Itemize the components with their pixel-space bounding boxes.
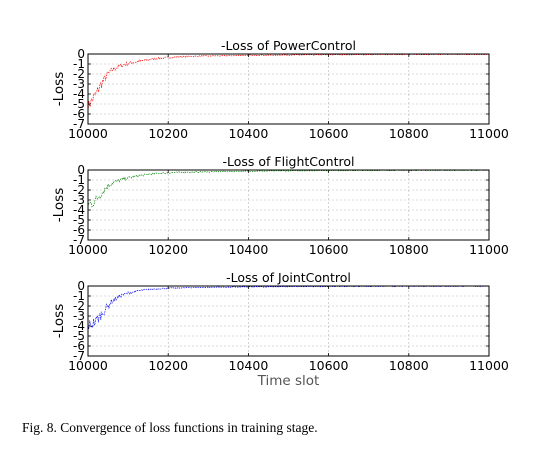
y-tick-label: -1 [73, 57, 85, 71]
x-tick-label: 10200 [148, 126, 188, 141]
y-tick-label: -5 [73, 97, 85, 111]
x-tick-label: 10200 [148, 242, 188, 257]
y-tick-label: 0 [77, 279, 85, 293]
plot-frame [87, 169, 490, 241]
x-tick-label: 11000 [469, 126, 509, 141]
y-tick-label: -7 [73, 117, 85, 131]
panel-title: -Loss of JointControl [226, 270, 351, 285]
x-tick-label: 10000 [68, 126, 108, 141]
x-tick-label: 10600 [309, 358, 349, 373]
y-tick-label: -4 [73, 87, 85, 101]
y-tick-label: -1 [73, 289, 85, 303]
y-tick-label: -1 [73, 173, 85, 187]
y-tick-label: -5 [73, 329, 85, 343]
x-tick-label: 10400 [229, 358, 269, 373]
y-tick-label: -6 [73, 339, 85, 353]
y-tick-label: 0 [77, 163, 85, 177]
y-tick-label: -3 [73, 77, 85, 91]
y-tick-label: -6 [73, 107, 85, 121]
loss-line-1 [87, 53, 489, 113]
y-tick-label: -2 [73, 299, 85, 313]
y-tick-label: -7 [73, 233, 85, 247]
x-axis-label: Time slot [257, 373, 320, 389]
panel-title: -Loss of PowerControl [221, 38, 356, 53]
x-tick-label: 10600 [309, 242, 349, 257]
y-tick-label: -7 [73, 349, 85, 363]
y-tick-label: -5 [73, 213, 85, 227]
panel-title: -Loss of FlightControl [222, 154, 354, 169]
x-tick-label: 10400 [229, 242, 269, 257]
x-tick-label: 11000 [469, 242, 509, 257]
plot-frame [87, 53, 490, 125]
x-tick-label: 10800 [389, 358, 429, 373]
x-tick-label: 10400 [229, 126, 269, 141]
x-tick-label: 11000 [469, 358, 509, 373]
y-tick-label: -2 [73, 67, 85, 81]
x-tick-label: 10600 [309, 126, 349, 141]
figure-caption: Fig. 8. Convergence of loss functions in… [22, 420, 318, 435]
loss-line-2 [87, 169, 490, 208]
x-tick-label: 10800 [389, 126, 429, 141]
y-axis-label: -Loss [51, 188, 67, 222]
y-tick-label: -3 [73, 309, 85, 323]
y-tick-label: -4 [73, 319, 85, 333]
y-tick-label: 0 [77, 47, 85, 61]
y-tick-label: -2 [73, 183, 85, 197]
loss-line-3 [87, 285, 490, 330]
y-tick-label: -3 [73, 193, 85, 207]
plot-frame [87, 285, 490, 357]
x-tick-label: 10800 [389, 242, 429, 257]
x-tick-label: 10000 [68, 358, 108, 373]
y-tick-label: -6 [73, 223, 85, 237]
y-tick-label: -4 [73, 203, 85, 217]
x-tick-label: 10200 [148, 358, 188, 373]
y-axis-label: -Loss [51, 304, 67, 338]
x-tick-label: 10000 [68, 242, 108, 257]
y-axis-label: -Loss [51, 72, 67, 106]
